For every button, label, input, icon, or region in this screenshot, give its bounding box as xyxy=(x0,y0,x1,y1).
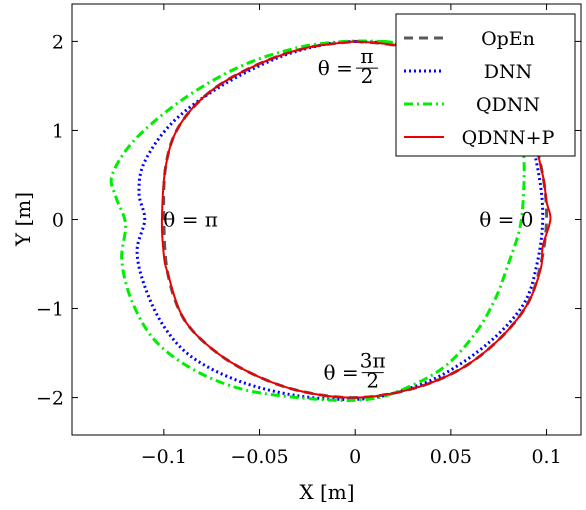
y-tick-label: 0 xyxy=(52,210,64,232)
y-axis-label: Y [m] xyxy=(11,192,35,247)
y-tick-label: 1 xyxy=(52,120,64,142)
legend: OpEn DNN QDNN QDNN+P xyxy=(395,13,576,157)
svg-text:π: π xyxy=(360,44,373,68)
theta-annotation: θ = 3π2 xyxy=(324,349,386,393)
legend-label: OpEn xyxy=(481,28,535,50)
legend-label: QDNN+P xyxy=(462,127,555,149)
svg-text:2: 2 xyxy=(361,64,374,88)
x-axis-label: X [m] xyxy=(299,480,354,504)
x-tick-label: −0.05 xyxy=(230,446,288,468)
x-tick-label: −0.1 xyxy=(141,446,187,468)
series-qdnn-line xyxy=(109,39,526,402)
svg-text:3π: 3π xyxy=(360,349,386,373)
y-tick-label: −2 xyxy=(36,388,64,410)
x-tick-label: 0.05 xyxy=(430,446,472,468)
svg-text:2: 2 xyxy=(366,369,379,393)
svg-text:θ =: θ = xyxy=(324,361,359,385)
x-tick-label: 0 xyxy=(349,446,361,468)
x-tick-label: 0.1 xyxy=(531,446,561,468)
legend-label: QDNN xyxy=(476,94,540,116)
ticks-layer: −0.1 −0.05 0 0.05 0.1 −2 −1 0 1 2 xyxy=(36,4,581,468)
y-tick-label: −1 xyxy=(36,299,64,321)
theta-annotation: θ = π xyxy=(163,208,218,232)
theta-annotation: θ = π2 xyxy=(318,44,378,88)
series-dnn-line xyxy=(135,39,545,401)
theta-annotation: θ = 0 xyxy=(479,208,533,232)
legend-label: DNN xyxy=(484,61,532,83)
svg-text:θ =: θ = xyxy=(318,56,353,80)
y-tick-label: 2 xyxy=(52,31,64,53)
